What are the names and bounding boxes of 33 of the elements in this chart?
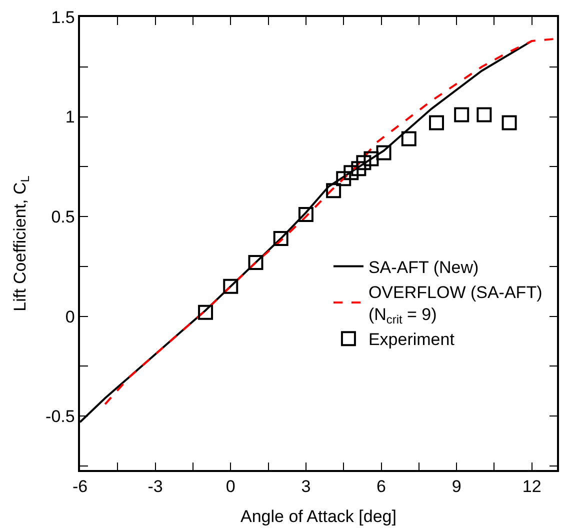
legend-label: OVERFLOW (SA-AFT) (N$_{crit}$ = 9)	[368, 283, 542, 327]
x-tick-label: 6	[376, 477, 386, 496]
point	[356, 155, 372, 170]
x-tick-label: -3	[148, 477, 163, 496]
point	[454, 107, 470, 122]
point	[198, 304, 214, 320]
point	[273, 231, 288, 246]
x-tick-label: -6	[72, 477, 88, 496]
x-tick-label: 0	[226, 477, 236, 496]
point	[326, 183, 342, 198]
legend-label: SA-AFT (New)	[368, 258, 479, 277]
point	[364, 151, 379, 166]
y-tick-label: 1.5	[51, 8, 75, 27]
point	[298, 207, 314, 222]
x-axis-title: Angle of Attack [deg]	[240, 507, 396, 526]
point	[476, 107, 492, 122]
y-tick-label: -0.5	[46, 407, 75, 426]
point	[223, 278, 238, 294]
point	[401, 131, 416, 146]
point	[248, 254, 264, 270]
x-tick-label: 12	[522, 477, 542, 496]
point	[376, 145, 392, 160]
y-tick-label: 0	[65, 307, 75, 326]
y-tick-label: 1	[65, 108, 75, 127]
x-tick-label: 9	[452, 477, 462, 496]
point	[351, 161, 366, 176]
point	[336, 171, 352, 186]
point	[428, 115, 444, 130]
y-tick-label: 0.5	[51, 208, 75, 227]
legend-label: Experiment	[368, 330, 455, 350]
x-tick-label: 3	[301, 477, 311, 496]
point	[502, 115, 517, 130]
point	[344, 165, 359, 180]
